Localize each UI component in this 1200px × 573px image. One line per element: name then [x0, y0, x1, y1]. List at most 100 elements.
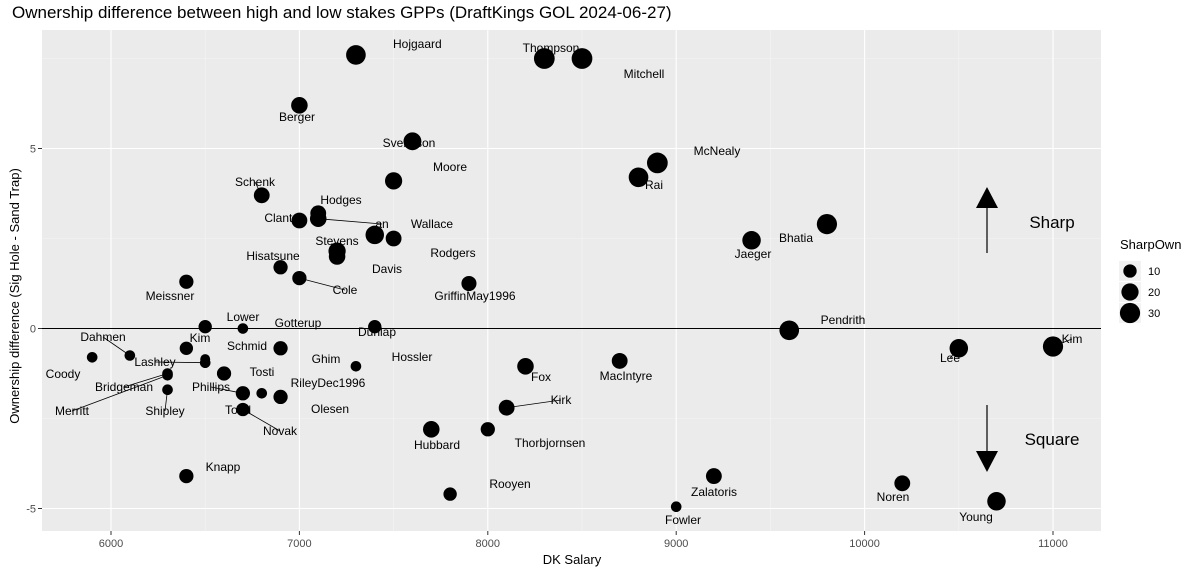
data-point [705, 468, 722, 485]
data-point [179, 274, 194, 289]
square-label: Square [1025, 430, 1080, 449]
point-label: Bhatia [779, 231, 813, 245]
label-leader-line [318, 218, 383, 225]
y-tick-label: 5 [30, 144, 36, 156]
point-label: Kim [190, 331, 211, 345]
point-label: Merritt [55, 404, 90, 418]
data-point [350, 360, 362, 372]
data-point [480, 422, 495, 437]
point-label: Olesen [311, 402, 349, 416]
data-point [816, 213, 838, 235]
point-label: Knapp [206, 460, 241, 474]
data-point [162, 369, 173, 381]
point-label: Coody [46, 367, 81, 381]
square-arrow-head [976, 451, 998, 472]
point-label: Shipley [145, 404, 184, 418]
point-label: Thorbjornsen [515, 436, 586, 450]
data-point [236, 403, 250, 416]
point-label: Gotterup [275, 316, 322, 330]
x-tick-label: 9000 [664, 538, 688, 550]
legend-key [1123, 264, 1137, 278]
point-label: Moore [433, 160, 467, 174]
chart-title: Ownership difference between high and lo… [12, 3, 672, 22]
y-axis-title: Ownership difference (Sig Hole - Sand Tr… [7, 168, 22, 424]
data-point [162, 384, 173, 396]
point-label: McNealy [694, 144, 741, 158]
data-point [403, 132, 422, 151]
point-label: Bridgeman [95, 380, 153, 394]
label-leader-line [71, 374, 168, 412]
x-tick-label: 8000 [476, 538, 500, 550]
point-label: Kirk [551, 393, 573, 407]
point-label: Cole [333, 283, 358, 297]
data-point [309, 210, 327, 227]
point-label: Pendrith [821, 313, 866, 327]
data-point [256, 387, 268, 399]
data-point [199, 357, 211, 369]
data-point [670, 501, 682, 513]
data-point [1042, 336, 1064, 357]
legend-label: 20 [1148, 287, 1160, 299]
data-point [461, 275, 477, 292]
legend-label: 30 [1148, 308, 1160, 320]
point-label: Rooyen [489, 477, 530, 491]
data-point [443, 487, 457, 501]
panel-background [42, 30, 1101, 531]
data-point [779, 320, 800, 341]
point-label: Fowler [665, 513, 701, 527]
data-point [365, 225, 385, 245]
point-label: Hisatsune [246, 249, 300, 263]
data-point [533, 48, 555, 69]
data-point [328, 248, 346, 265]
point-label: Dunlap [358, 325, 396, 339]
data-point [385, 230, 402, 247]
y-tick-label: -5 [26, 504, 36, 516]
data-point [253, 187, 270, 204]
point-label: Novak [263, 424, 298, 438]
point-label: Hojgaard [393, 37, 442, 51]
axes: DK Salary Ownership difference (Sig Hole… [7, 144, 1068, 568]
point-label: GriffinMay1996 [434, 289, 515, 303]
label-leader-line [506, 399, 562, 409]
plot-marks: Hojgaard Thompson Mitchell Berger Svensson Mc… [46, 37, 1083, 527]
data-point [949, 339, 969, 358]
label-leader-line [154, 361, 206, 364]
point-label: Svensson [383, 136, 436, 150]
data-point [273, 341, 288, 356]
data-point [742, 231, 761, 250]
label-leader-line [123, 373, 168, 388]
data-point [571, 48, 593, 69]
point-label: Dahmen [80, 330, 125, 344]
legend: SharpOwn 10 20 30 [1119, 237, 1181, 324]
point-label: Lower [227, 310, 260, 324]
point-label: RileyDec1996 [291, 376, 366, 390]
point-label: Fox [531, 370, 551, 384]
legend-title: SharpOwn [1120, 237, 1181, 252]
label-leader-line [242, 409, 281, 432]
point-label: Clanton [264, 211, 305, 225]
data-point [124, 350, 136, 361]
data-point [292, 270, 307, 286]
point-label: Kim [1062, 332, 1083, 346]
data-point [179, 341, 194, 355]
x-axis-title: DK Salary [543, 552, 602, 567]
point-label: Jaeger [735, 247, 772, 261]
point-label: Hubbard [414, 438, 460, 452]
data-point [611, 352, 628, 369]
data-point [384, 172, 403, 190]
point-label: Rodgers [430, 246, 475, 260]
data-point [517, 358, 534, 375]
point-label: Hossler [392, 350, 433, 364]
data-point [498, 399, 515, 416]
legend-key [1121, 283, 1139, 301]
data-point [346, 45, 366, 65]
data-point [273, 389, 288, 405]
point-label: Lashley [134, 355, 175, 369]
plot-panel [42, 30, 1101, 531]
data-point [987, 492, 1006, 511]
point-label: Ghim [312, 352, 341, 366]
label-leader-line [102, 336, 131, 356]
point-label: Schenk [235, 175, 276, 189]
data-point [894, 475, 911, 492]
